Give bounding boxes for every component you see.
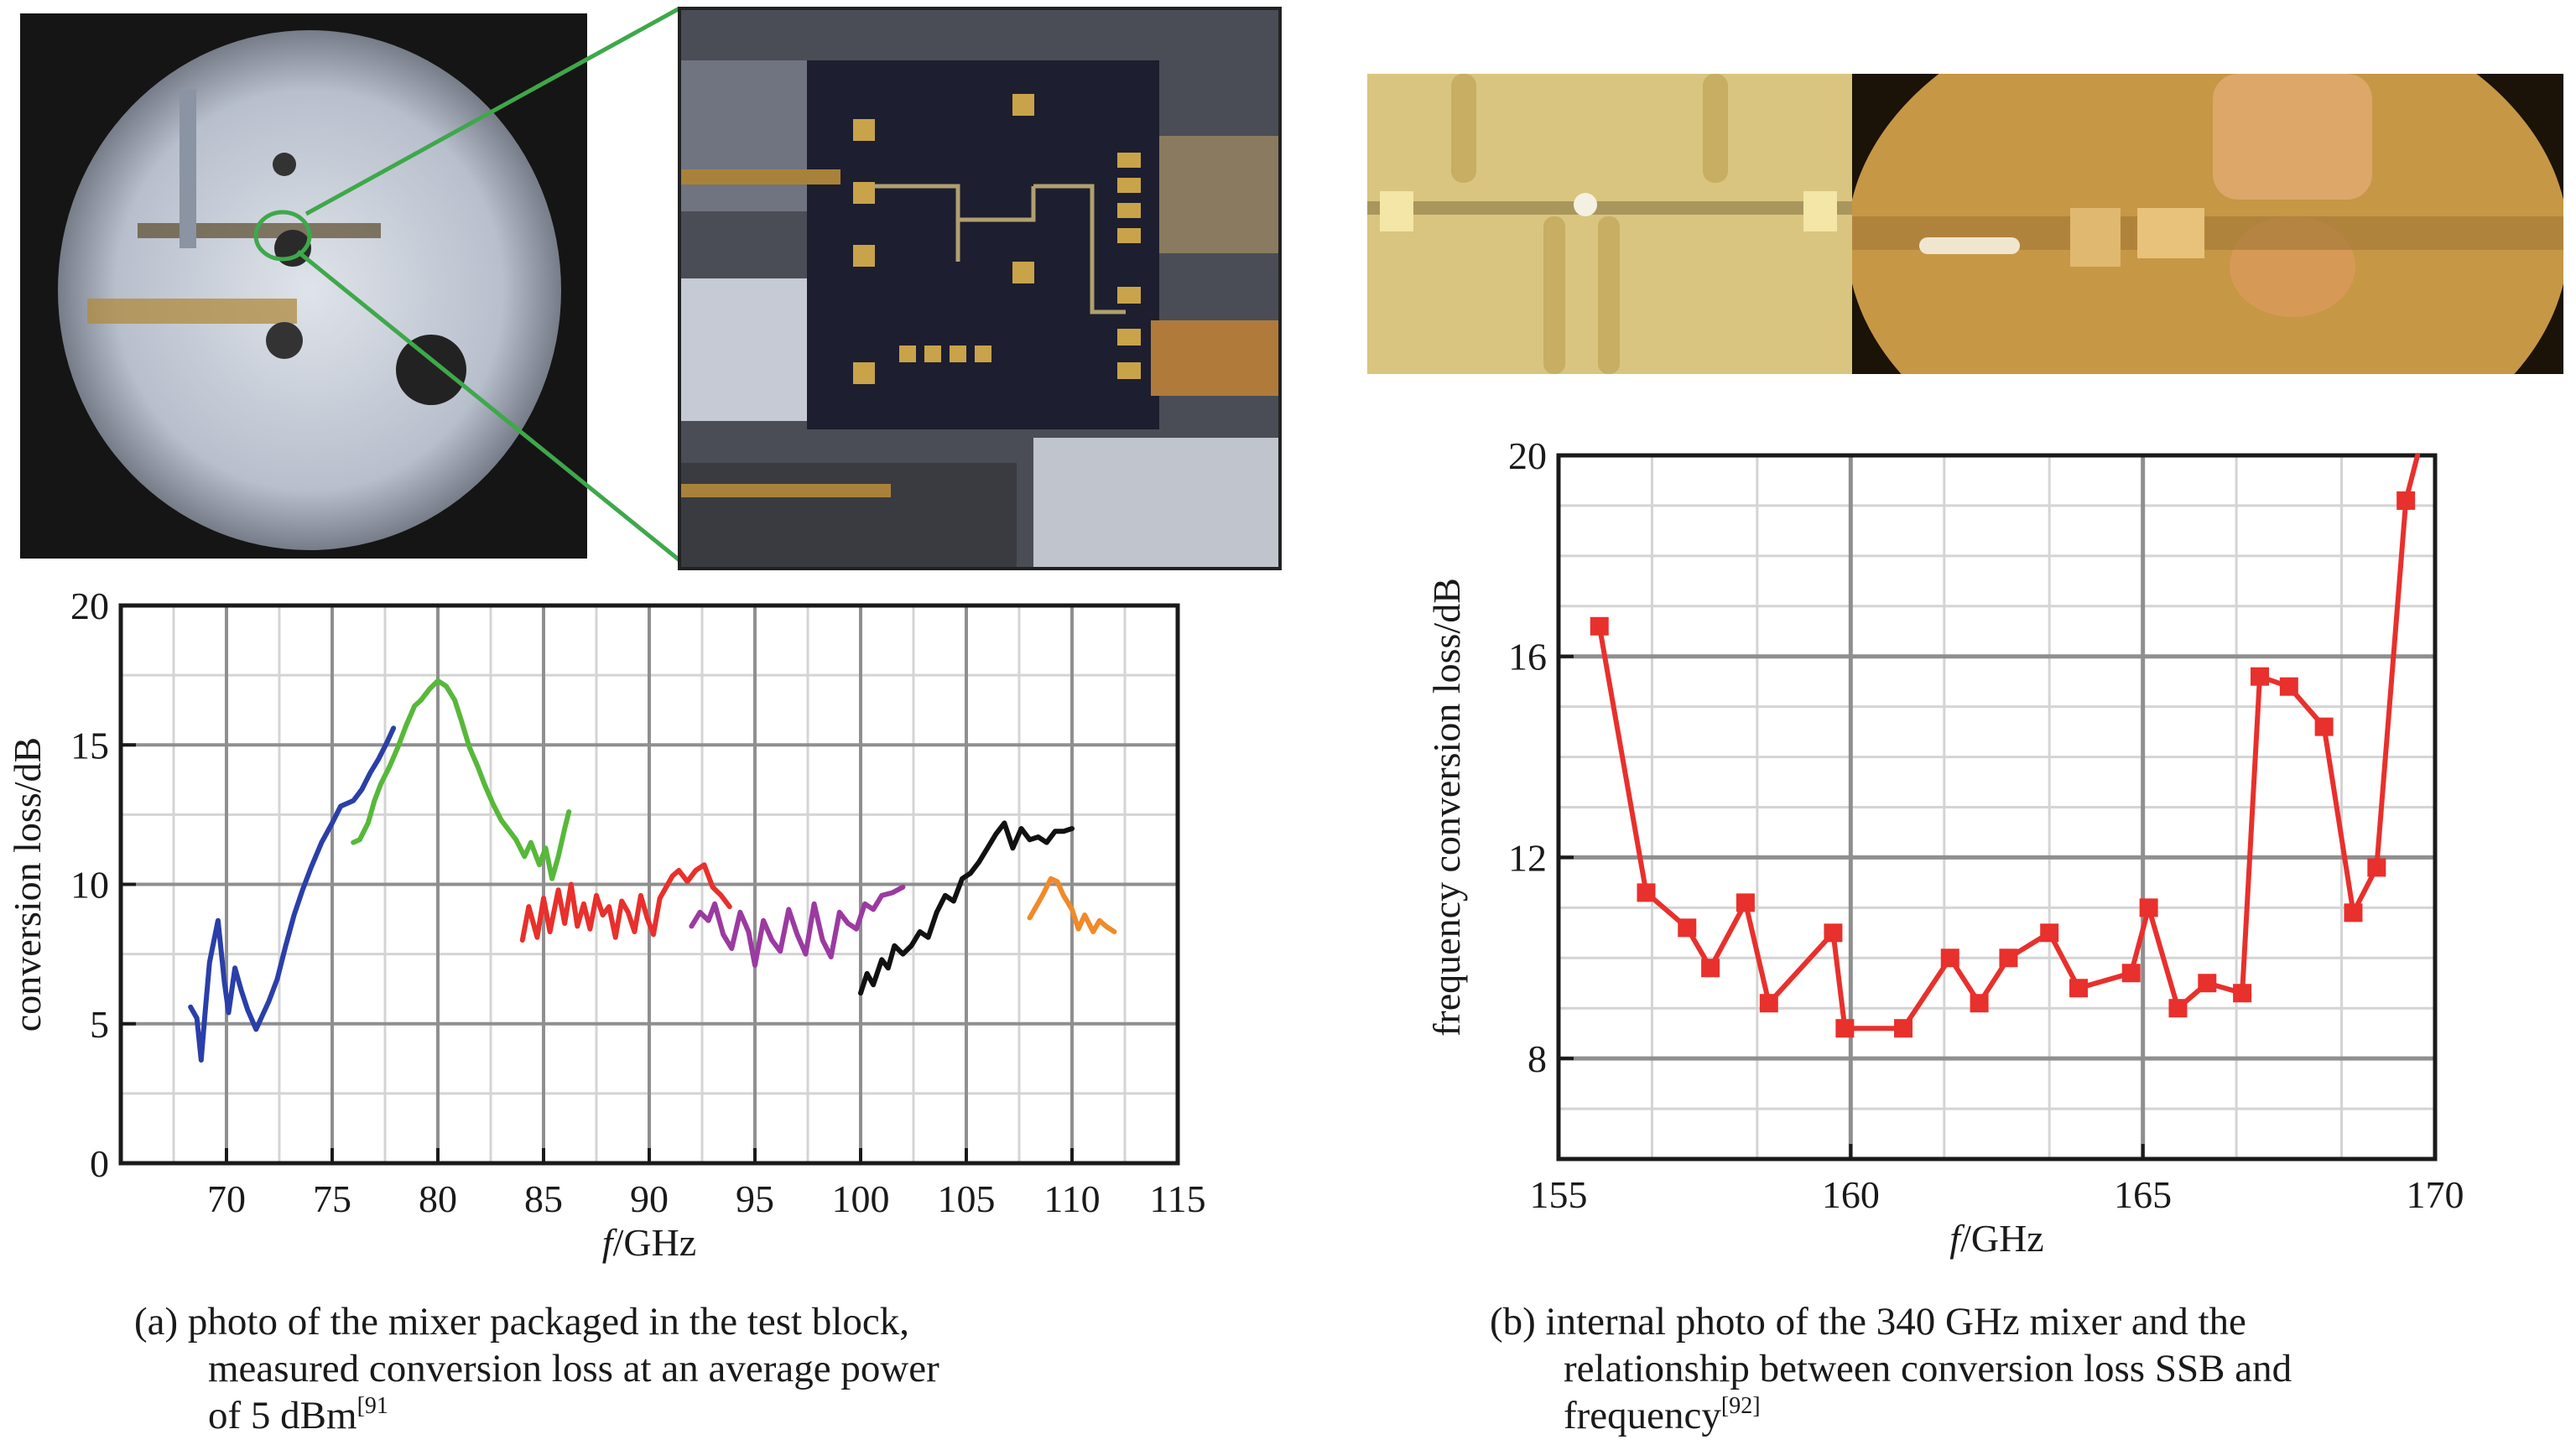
y-tick-label: 0 (90, 1142, 109, 1185)
x-tick-label: 115 (1149, 1177, 1205, 1220)
x-tick-label: 170 (2407, 1173, 2464, 1216)
series-4-line (689, 884, 906, 968)
y-tick-label: 15 (70, 724, 109, 767)
caption-b-line-3: frequency (1564, 1394, 1721, 1437)
mixer-internal-photo-right (1852, 74, 2563, 374)
series-1-point (2233, 984, 2252, 1003)
series-1-point (2396, 491, 2416, 510)
y-axis-label: conversion loss/dB (6, 737, 49, 1032)
caption-a-line-3: of 5 dBm (208, 1394, 357, 1437)
series-1-line (188, 725, 397, 1063)
x-axis-label-unit: /GHz (613, 1221, 697, 1264)
series-6-line (1027, 876, 1117, 934)
series-1-point (2121, 964, 2141, 983)
y-tick-label: 10 (70, 864, 109, 907)
series-1-point (2344, 903, 2363, 922)
series-1-point (1590, 616, 1609, 636)
y-tick-label: 12 (1508, 836, 1547, 879)
series-1-point (1701, 959, 1720, 978)
series-1-point (1637, 883, 1656, 902)
mixer-chip-closeup-photo (678, 7, 1282, 570)
series-1-point (2314, 717, 2334, 736)
x-tick-label: 165 (2114, 1173, 2172, 1216)
series-1-point (1940, 948, 1959, 968)
series-1-line (1596, 453, 2421, 1032)
series-5-line (858, 820, 1075, 996)
series-1-point (2040, 923, 2059, 943)
caption-a-line-2: measured conversion loss at an average p… (208, 1347, 939, 1390)
x-tick-label: 155 (1530, 1173, 1588, 1216)
series-1-point (1894, 1019, 1913, 1038)
y-tick-label: 5 (90, 1003, 109, 1046)
y-tick-label: 16 (1508, 636, 1547, 678)
series-3-line (519, 862, 732, 943)
caption-b-ref: [92] (1720, 1393, 1761, 1419)
plot-frame (1556, 453, 2438, 1162)
caption-b: (b) internal photo of the 340 GHz mixer … (1490, 1298, 2292, 1439)
caption-b-line-3-wrap: frequency[92] (1490, 1392, 2292, 1439)
x-tick-label: 110 (1043, 1177, 1100, 1220)
y-tick-label: 8 (1527, 1037, 1547, 1080)
x-tick-label: 75 (313, 1177, 351, 1220)
x-axis-label-unit: /GHz (1960, 1217, 2044, 1260)
x-tick-label: 85 (524, 1177, 563, 1220)
mixer-internal-photo-left (1367, 74, 1852, 374)
caption-a-line-1: (a) photo of the mixer packaged in the t… (134, 1300, 910, 1343)
x-tick-label: 105 (938, 1177, 996, 1220)
caption-b-line-2: relationship between conversion loss SSB… (1564, 1347, 2292, 1390)
series-1-point (1736, 893, 1755, 912)
caption-a-line-3-wrap: of 5 dBm[91 (134, 1392, 939, 1439)
y-tick-label: 20 (70, 585, 109, 627)
caption-a: (a) photo of the mixer packaged in the t… (134, 1298, 939, 1439)
caption-b-line-1: (b) internal photo of the 340 GHz mixer … (1490, 1300, 2246, 1343)
series-1-point (1970, 994, 1989, 1013)
series-1-point (2367, 858, 2386, 877)
x-tick-label: 100 (832, 1177, 890, 1220)
caption-a-ref: [91 (356, 1393, 388, 1419)
y-axis-label: frequency conversion loss/dB (1425, 578, 1468, 1037)
x-tick-label: 160 (1822, 1173, 1880, 1216)
series-1-point (2168, 999, 2188, 1018)
series-1-point (1999, 948, 2018, 968)
x-axis-label: f/GHz (602, 1221, 696, 1264)
x-tick-label: 90 (630, 1177, 669, 1220)
series-1-point (2279, 677, 2298, 696)
series-1-point (1835, 1019, 1855, 1038)
chart-b-conversion-loss: 8 12 16 20 155 160 165 170 f/GHz frequency conver… (1425, 434, 2464, 1260)
series-1-point (1759, 994, 1778, 1013)
series-1-point (2251, 667, 2269, 686)
x-tick-label: 70 (207, 1177, 246, 1220)
zoom-lines (296, 6, 681, 562)
x-tick-label: 95 (736, 1177, 774, 1220)
series-2-line (351, 678, 572, 881)
series-1-point (2069, 979, 2089, 998)
x-tick-label: 80 (419, 1177, 457, 1220)
x-axis-label: f/GHz (1949, 1217, 2043, 1260)
series-1-point (2198, 974, 2217, 993)
series-1-point (1824, 923, 1843, 943)
series-1-point (2139, 898, 2158, 917)
y-tick-label: 20 (1508, 434, 1547, 477)
series-1-point (1678, 918, 1697, 938)
chart-a-conversion-loss: 0 5 10 15 20 70 75 80 85 90 95 100 105 110 115 f/GHz con… (6, 585, 1206, 1264)
